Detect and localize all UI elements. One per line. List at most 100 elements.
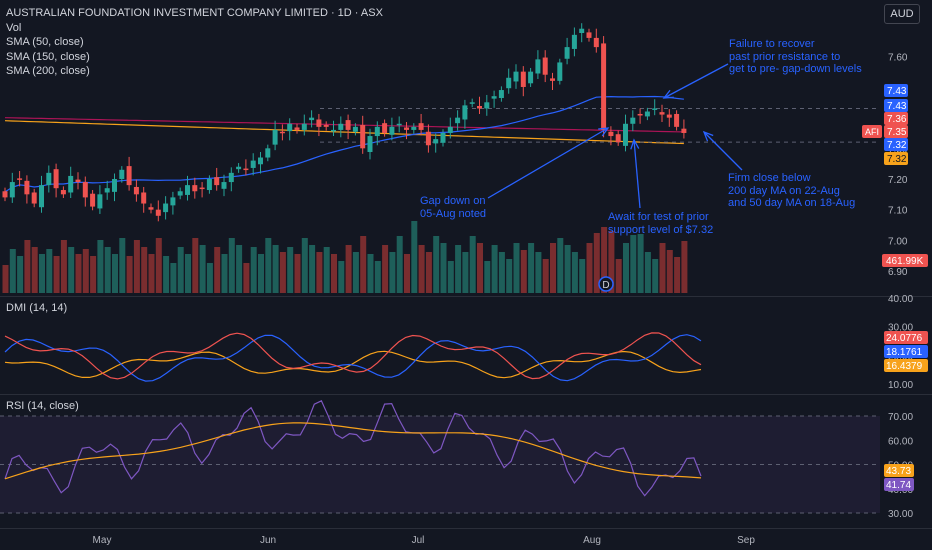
volume-bar: [148, 254, 155, 293]
price-tag-label: 7.32: [887, 154, 907, 165]
dividend-marker-label: D: [602, 280, 609, 291]
candle: [68, 175, 74, 193]
candle: [214, 177, 220, 186]
volume-bar: [185, 254, 191, 293]
volume-bar: [53, 256, 60, 293]
price-tag-label: 7.36: [887, 114, 907, 125]
candle: [528, 71, 534, 84]
candle: [425, 131, 431, 146]
rsi-line: [4, 399, 702, 497]
volume-bar: [506, 259, 513, 293]
price-axis-tick: 7.00: [888, 236, 908, 247]
symbol-tag: [862, 125, 882, 138]
di-minus-line: [4, 332, 702, 380]
volume-bar: [367, 254, 374, 293]
annotation-arrow: [487, 127, 609, 199]
dmi-axis-tick: 40.00: [888, 294, 913, 305]
price-tag: [884, 112, 908, 125]
candle: [177, 191, 183, 196]
volume-bar: [491, 245, 498, 293]
volume-bar: [75, 254, 82, 293]
candle: [506, 77, 512, 89]
annotation-arrowhead: [598, 127, 610, 137]
time-axis-tick: May: [93, 535, 112, 546]
volume-bar: [163, 256, 170, 293]
volume-bar: [155, 238, 162, 293]
volume-bar: [24, 240, 31, 293]
candle: [82, 182, 88, 198]
volume-bar: [462, 252, 469, 293]
candle: [163, 203, 169, 213]
price-tag-label: 7.32: [887, 140, 907, 151]
candle: [637, 113, 643, 116]
volume-bar: [46, 249, 53, 293]
candle: [520, 71, 526, 87]
volume-bar: [97, 240, 104, 293]
volume-bar: [404, 254, 410, 293]
volume-bar: [82, 249, 89, 293]
volume-bar: [265, 238, 272, 293]
price-tag-label: 7.43: [887, 86, 907, 97]
candle: [389, 126, 395, 135]
candle: [469, 102, 475, 104]
volume-bar: [674, 257, 681, 293]
volume-bar: [593, 233, 600, 293]
candle: [352, 126, 358, 132]
candle: [564, 47, 570, 59]
volume-bar: [586, 243, 593, 293]
candle: [484, 102, 490, 109]
candle: [513, 71, 519, 82]
candle: [396, 123, 402, 126]
volume-bar: [382, 245, 389, 293]
price-tag: [884, 138, 908, 151]
volume-bar: [177, 247, 184, 293]
volume-bar: [9, 249, 16, 293]
volume-bar: [104, 247, 111, 293]
sma50-line: [4, 95, 684, 193]
price-tag-label: 7.43: [887, 101, 907, 112]
volume-bar: [309, 245, 316, 293]
volume-bar: [644, 252, 651, 293]
currency-button[interactable]: AUD: [884, 4, 920, 24]
candle: [24, 180, 30, 195]
candle: [477, 105, 482, 109]
candle: [666, 114, 672, 118]
price-tag: [884, 125, 908, 138]
volume-bar: [659, 243, 666, 293]
chart-title: AUSTRALIAN FOUNDATION INVESTMENT COMPANY…: [6, 7, 383, 19]
rsi-ma-line: [4, 422, 702, 480]
volume-bar: [301, 238, 308, 293]
price-axis-tick: 6.90: [888, 267, 908, 278]
annotation-failure: Failure to recover past prior resistance…: [729, 38, 862, 75]
volume-bar: [455, 245, 462, 293]
price-tag: [884, 152, 908, 165]
candle: [60, 190, 66, 195]
candle: [608, 131, 614, 137]
volume-bar: [352, 252, 359, 293]
time-axis-tick: Jun: [260, 535, 276, 546]
volume-bar: [418, 245, 425, 293]
dmi-value-tag-label: 16.4379: [886, 361, 923, 372]
di-plus-line: [4, 334, 702, 382]
annotation-arrow: [633, 139, 641, 209]
volume-bar: [374, 261, 381, 293]
rsi-pane-label: RSI (14, close): [6, 400, 79, 412]
candle: [46, 172, 52, 186]
volume-bar: [623, 243, 629, 293]
chart-legend: AUSTRALIAN FOUNDATION INVESTMENT COMPANY…: [6, 6, 383, 79]
volume-bar: [520, 250, 527, 293]
volume-bar: [542, 259, 549, 293]
candle: [447, 126, 453, 133]
candle: [279, 131, 285, 134]
dmi-value-tag: [884, 331, 928, 344]
candle: [535, 59, 541, 74]
candle: [192, 185, 198, 192]
candle: [141, 192, 147, 204]
candle: [39, 185, 44, 208]
candle: [623, 123, 628, 146]
volume-bar: [550, 243, 556, 293]
candle: [433, 139, 439, 144]
candle: [331, 129, 336, 132]
volume-bar: [272, 245, 279, 293]
